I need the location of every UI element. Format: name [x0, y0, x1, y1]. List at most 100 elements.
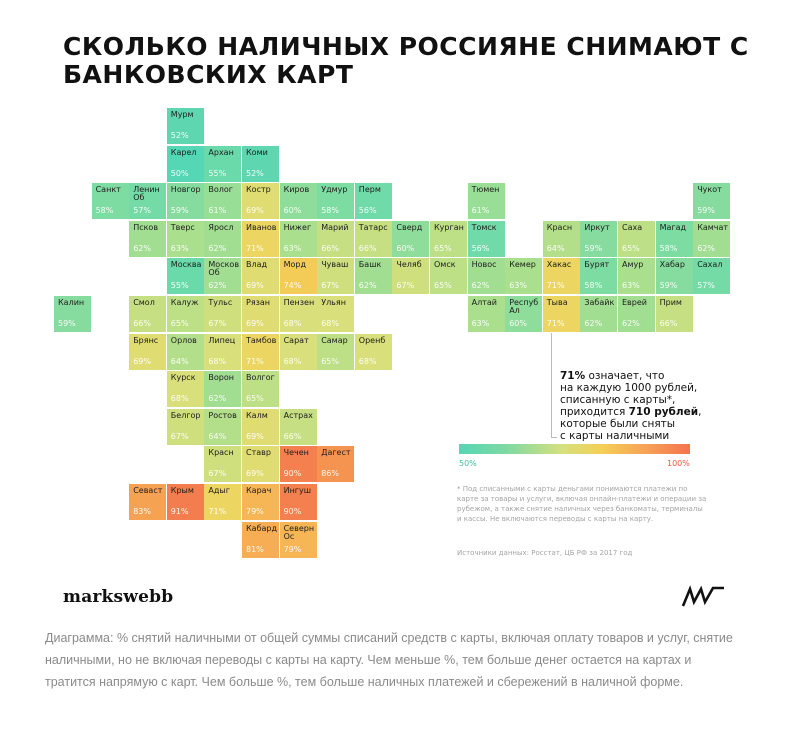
region-name: Крым	[170, 486, 194, 495]
region-value: 81%	[246, 544, 264, 554]
region-tile: Иванов 71%	[242, 220, 279, 257]
region-tile: Ингуш 90%	[279, 484, 317, 520]
region-tile: Брянс 69%	[129, 333, 167, 370]
region-tile: Омск 65%	[430, 258, 467, 295]
region-name: Липец	[208, 335, 236, 345]
data-source: Источники данных: Росстат, ЦБ РФ за 2017…	[457, 549, 633, 557]
region-tile: Нижег 63%	[279, 220, 317, 257]
region-value: 66%	[283, 431, 302, 441]
region-name: Москва	[170, 260, 202, 270]
region-tile: Архан 55%	[204, 145, 242, 182]
region-tile: Тульс 67%	[204, 296, 242, 332]
region-tile: Прим 66%	[655, 296, 693, 332]
region-name: Еврей	[622, 298, 647, 307]
region-tile: Санкт 58%	[91, 183, 129, 220]
color-scale-min-label: 50%	[459, 459, 477, 468]
region-tile: Калуж 65%	[166, 296, 204, 332]
region-tile: Северн Ос 79%	[279, 521, 317, 558]
region-value: 59%	[170, 206, 189, 216]
annotation-leader-line	[551, 333, 552, 438]
region-tile: Новгор 59%	[166, 183, 204, 220]
region-tile: Тверс 63%	[166, 220, 204, 257]
region-value: 71%	[246, 243, 264, 253]
region-tile: Тамбов 71%	[242, 333, 279, 370]
region-name: Карач	[246, 486, 272, 495]
region-value: 69%	[246, 281, 264, 291]
region-name: Ульян	[321, 298, 346, 307]
region-value: 67%	[396, 281, 415, 291]
region-value: 79%	[246, 507, 264, 516]
region-value: 90%	[283, 469, 302, 479]
footnote: * Под списанными с карты деньгами понима…	[457, 485, 707, 523]
region-name: Саха	[622, 222, 643, 232]
region-value: 91%	[170, 507, 189, 516]
region-tile-map: Мурм 52% Карел 50% Архан 55% Коми 52% Санкт 58% Ле…	[54, 108, 731, 558]
region-value: 74%	[283, 281, 302, 291]
region-tile: Москва 55%	[166, 258, 204, 295]
region-value: 61%	[471, 206, 490, 216]
region-tile: Башк 62%	[354, 258, 392, 295]
region-value: 69%	[246, 206, 264, 216]
region-name: Татарс	[358, 222, 388, 232]
region-tile: Коми 52%	[242, 145, 279, 182]
region-value: 60%	[509, 319, 527, 328]
region-name: Севаст	[133, 486, 163, 495]
region-tile: Алтай 63%	[467, 296, 505, 332]
region-tile: Пензен 68%	[279, 296, 317, 332]
region-tile: Красн 64%	[542, 220, 580, 257]
region-name: Томск	[471, 222, 497, 232]
annotation-line4b: 710 рублей	[628, 406, 699, 418]
region-tile: Еврей 62%	[618, 296, 655, 332]
region-name: Брянс	[133, 335, 159, 345]
region-tile: Крым 91%	[166, 484, 204, 520]
region-name: Магад	[659, 222, 687, 232]
region-value: 56%	[471, 243, 490, 253]
region-value: 61%	[208, 206, 227, 216]
region-value: 62%	[133, 243, 151, 253]
region-value: 62%	[622, 319, 640, 328]
region-name: Оренб	[358, 335, 386, 345]
region-name: Калин	[58, 298, 85, 307]
region-value: 69%	[246, 469, 264, 479]
region-tile: Ульян 68%	[317, 296, 355, 332]
region-value: 71%	[246, 356, 264, 366]
region-value: 57%	[133, 206, 151, 216]
region-name: Морд	[283, 260, 306, 270]
region-tile: Псков 62%	[129, 220, 167, 257]
region-value: 67%	[170, 431, 189, 441]
region-name: Санкт	[95, 185, 121, 195]
region-name: Ингуш	[283, 486, 312, 495]
region-name: Костр	[246, 185, 271, 195]
region-tile: Смол 66%	[129, 296, 167, 332]
region-name: Дагест	[321, 448, 351, 458]
region-name: Тюмен	[471, 185, 500, 195]
region-tile: Хакас 71%	[542, 258, 580, 295]
annotation-pct: 71%	[560, 370, 586, 382]
region-tile: Сверд 60%	[392, 220, 430, 257]
region-name: Камчат	[697, 222, 729, 232]
region-value: 65%	[170, 319, 189, 328]
region-name: Новос	[471, 260, 497, 270]
region-tile: Чечен 90%	[279, 446, 317, 483]
region-name: Карел	[170, 147, 197, 157]
region-name: Тамбов	[246, 335, 277, 345]
region-value: 68%	[283, 356, 302, 366]
region-name: Чечен	[283, 448, 309, 458]
region-name: Прим	[659, 298, 682, 307]
region-tile: Мурм 52%	[166, 108, 204, 144]
region-name: Самар	[321, 335, 348, 345]
region-name: Белгор	[170, 410, 201, 420]
region-name: Коми	[246, 147, 268, 157]
brand-wordmark: markswebb	[63, 587, 174, 607]
region-value: 69%	[133, 356, 151, 366]
region-value: 66%	[321, 243, 339, 253]
region-tile: Респуб Ал 60%	[505, 296, 543, 332]
region-tile: Волгог 65%	[242, 371, 279, 408]
region-name: Сахал	[697, 260, 723, 270]
region-tile: Калин 59%	[54, 296, 91, 332]
region-name: Бурят	[584, 260, 610, 270]
region-value: 63%	[622, 281, 640, 291]
region-value: 63%	[170, 243, 189, 253]
region-value: 65%	[246, 394, 264, 404]
region-value: 65%	[434, 281, 452, 291]
